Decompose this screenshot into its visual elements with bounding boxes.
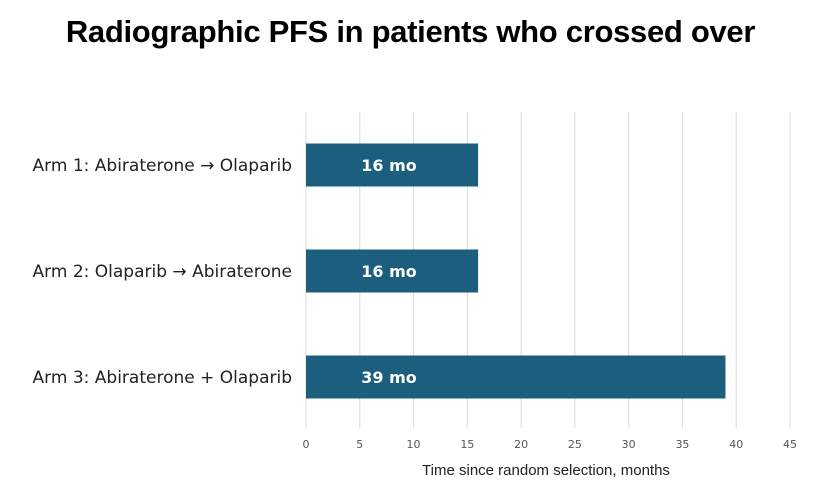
x-tick-labels: 0 5 10 15 20 25 30 35 40 45 bbox=[303, 438, 798, 451]
x-tick-label: 20 bbox=[514, 438, 528, 451]
x-tick-label: 35 bbox=[675, 438, 689, 451]
x-tick-label: 0 bbox=[303, 438, 310, 451]
x-tick-label: 25 bbox=[568, 438, 582, 451]
x-axis-title: Time since random selection, months bbox=[422, 462, 670, 479]
category-label: Arm 3: Abiraterone + Olaparib bbox=[33, 368, 292, 388]
x-tick-label: 45 bbox=[783, 438, 797, 451]
x-tick-label: 5 bbox=[356, 438, 363, 451]
category-label: Arm 1: Abiraterone → Olaparib bbox=[33, 156, 292, 176]
category-label: Arm 2: Olaparib → Abiraterone bbox=[33, 262, 292, 282]
bar-data-label: 39 mo bbox=[361, 368, 417, 387]
bar-data-label: 16 mo bbox=[361, 262, 417, 281]
bar bbox=[306, 143, 479, 187]
chart-title: Radiographic PFS in patients who crossed… bbox=[65, 14, 756, 49]
bars: 16 mo 16 mo 39 mo bbox=[306, 143, 726, 399]
x-tick-label: 15 bbox=[460, 438, 474, 451]
x-tick-label: 40 bbox=[729, 438, 743, 451]
bar-data-label: 16 mo bbox=[361, 156, 417, 175]
bar bbox=[306, 249, 479, 293]
category-labels: Arm 1: Abiraterone → Olaparib Arm 2: Olap… bbox=[33, 156, 292, 388]
bar bbox=[306, 355, 726, 399]
x-tick-label: 30 bbox=[622, 438, 636, 451]
x-tick-label: 10 bbox=[407, 438, 421, 451]
